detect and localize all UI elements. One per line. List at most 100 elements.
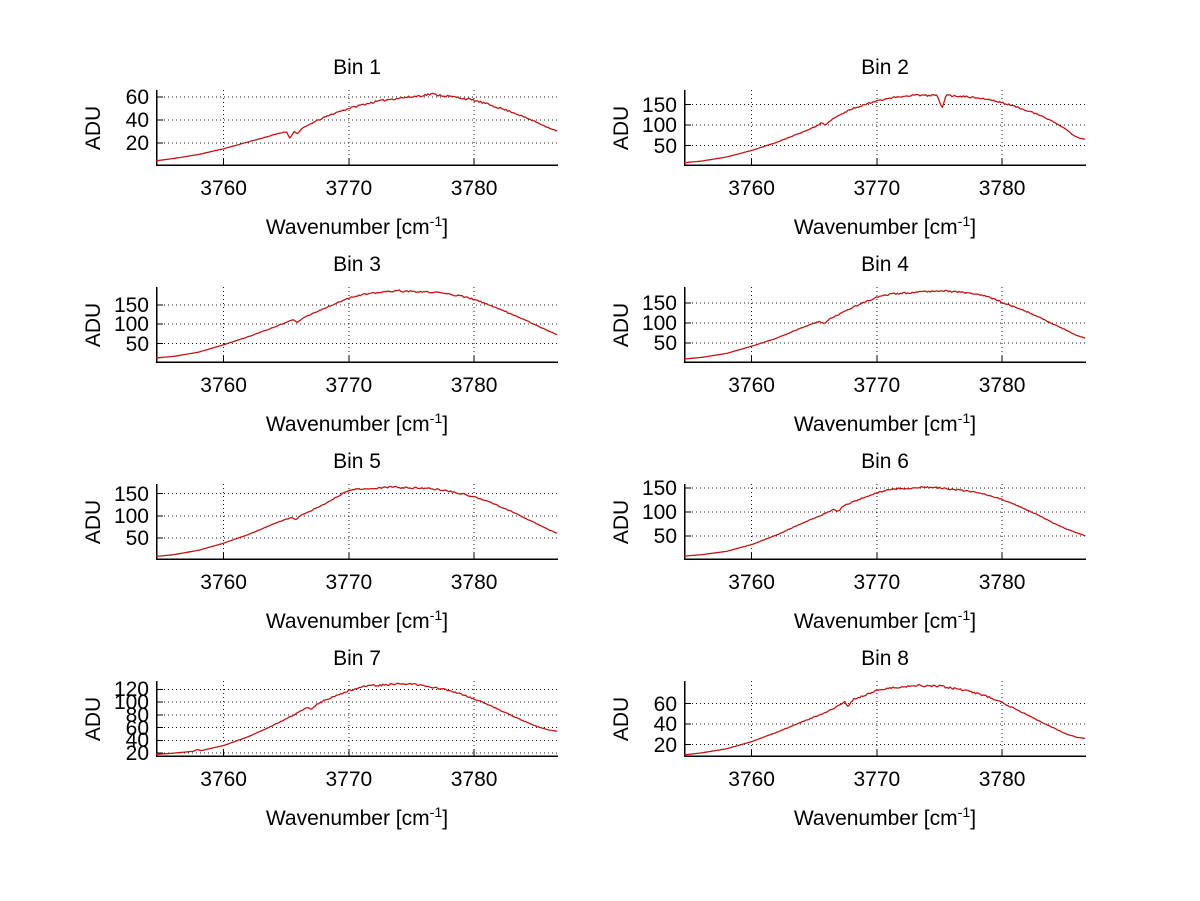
y-tick-label: 20: [125, 131, 149, 155]
subplot-bin-8: Bin 8 ADU 20 40 60 3760 3770 3780 Wavenumber…: [610, 647, 1086, 830]
x-tick-label: 3780: [978, 374, 1026, 397]
x-tick-label: 3780: [978, 571, 1026, 594]
y-tick-label: 20: [125, 742, 149, 766]
subplot-title: Bin 2: [861, 56, 909, 79]
y-tick-label: 50: [653, 332, 677, 355]
x-tick-labels: 3760 3770 3780: [156, 166, 558, 200]
x-axis-label-suffix: ]: [442, 216, 449, 239]
subplot-bin-3: Bin 3 ADU 50 100 150 3760 3770 3780 Wavenumb…: [82, 253, 558, 436]
x-axis-label-text: Wavenumber [cm: [793, 413, 958, 436]
x-axis-label-text: Wavenumber [cm: [265, 610, 430, 633]
x-tick-labels: 3760 3770 3780: [684, 363, 1086, 397]
y-tick-label: 40: [653, 713, 677, 737]
x-axis-label-suffix: ]: [442, 807, 449, 830]
x-tick-label: 3760: [200, 768, 247, 791]
x-axis-label: Wavenumber [cm-1]: [156, 604, 558, 634]
subplot-bin-1: Bin 1 ADU 20 40 60 3760 3770 3780 Wavenumber…: [82, 56, 558, 239]
x-tick-label: 3780: [450, 374, 498, 397]
x-axis-label-superscript: -1: [429, 214, 443, 230]
x-axis-label-text: Wavenumber [cm: [265, 216, 430, 239]
y-tick-label: 40: [125, 729, 149, 753]
y-tick-label: 100: [113, 313, 149, 337]
plot-area: [155, 484, 558, 560]
plot-area: [683, 90, 1086, 166]
x-axis-label-text: Wavenumber [cm: [793, 610, 958, 633]
x-axis-label: Wavenumber [cm-1]: [156, 210, 558, 240]
x-tick-label: 3770: [853, 374, 901, 397]
x-tick-label: 3770: [325, 374, 373, 397]
x-axis-label-superscript: -1: [957, 608, 971, 624]
y-tick-labels: 50 100 150: [593, 287, 677, 363]
x-axis-label-superscript: -1: [429, 805, 443, 821]
x-axis-label: Wavenumber [cm-1]: [156, 407, 558, 437]
x-tick-label: 3770: [853, 768, 901, 791]
x-axis-label-suffix: ]: [970, 610, 977, 633]
subplot-title: Bin 7: [333, 647, 381, 670]
y-tick-label: 150: [641, 292, 677, 315]
y-tick-label: 150: [641, 476, 677, 500]
x-axis-label-superscript: -1: [957, 411, 971, 427]
x-axis-label-superscript: -1: [429, 608, 443, 624]
x-tick-labels: 3760 3770 3780: [156, 757, 558, 791]
subplot-title: Bin 4: [861, 253, 909, 276]
plot-area: [683, 681, 1086, 757]
subplot-title: Bin 3: [333, 253, 381, 276]
x-tick-label: 3780: [450, 571, 498, 594]
y-tick-label: 150: [113, 482, 149, 506]
x-axis-label: Wavenumber [cm-1]: [156, 801, 558, 831]
plot-area: [683, 484, 1086, 560]
x-tick-label: 3780: [450, 768, 498, 791]
subplot-title: Bin 6: [861, 450, 909, 473]
x-axis-label-suffix: ]: [442, 610, 449, 633]
y-tick-label: 100: [641, 500, 677, 524]
x-axis-label: Wavenumber [cm-1]: [684, 407, 1086, 437]
y-tick-label: 100: [641, 312, 677, 335]
plot-area: [155, 287, 558, 363]
y-tick-label: 40: [125, 108, 149, 132]
x-tick-label: 3760: [728, 374, 775, 397]
y-tick-labels: 50 100 150: [65, 287, 149, 363]
x-axis-label-suffix: ]: [970, 413, 977, 436]
y-tick-label: 20: [653, 733, 677, 757]
y-tick-label: 120: [113, 678, 149, 702]
x-axis-label-superscript: -1: [957, 805, 971, 821]
x-axis-label-text: Wavenumber [cm: [793, 807, 958, 830]
x-tick-label: 3770: [325, 571, 373, 594]
y-tick-labels: 20 40 60: [65, 85, 149, 166]
x-tick-label: 3760: [728, 768, 775, 791]
x-tick-label: 3780: [978, 768, 1026, 791]
subplot-title: Bin 5: [333, 450, 381, 473]
y-tick-labels: 50 100 150: [65, 484, 149, 560]
y-tick-labels: 20 40 60 80 100 120: [65, 678, 149, 764]
x-tick-label: 3760: [728, 177, 775, 200]
x-tick-labels: 3760 3770 3780: [684, 166, 1086, 200]
y-tick-labels: 50 100 150: [593, 90, 677, 166]
x-axis-label-suffix: ]: [970, 807, 977, 830]
x-tick-label: 3770: [325, 768, 373, 791]
y-tick-label: 100: [641, 114, 677, 138]
x-tick-label: 3760: [728, 571, 775, 594]
y-tick-label: 50: [125, 526, 149, 550]
x-axis-label-suffix: ]: [442, 413, 449, 436]
plot-area: [683, 287, 1086, 363]
x-axis-label-text: Wavenumber [cm: [265, 807, 430, 830]
subplot-bin-7: Bin 7 ADU 20 40 60 80 100 120 3760 3770 3780 Wa…: [82, 647, 558, 830]
x-tick-label: 3770: [853, 177, 901, 200]
y-tick-label: 100: [113, 504, 149, 528]
y-tick-label: 50: [125, 332, 149, 356]
x-tick-labels: 3760 3770 3780: [684, 560, 1086, 594]
x-tick-label: 3780: [450, 177, 498, 200]
x-tick-label: 3780: [978, 177, 1026, 200]
x-tick-label: 3760: [200, 177, 247, 200]
y-tick-label: 50: [653, 524, 677, 548]
y-tick-label: 150: [641, 93, 677, 117]
x-axis-label-text: Wavenumber [cm: [265, 413, 430, 436]
x-tick-label: 3760: [200, 374, 247, 397]
y-tick-label: 60: [125, 85, 149, 109]
x-tick-labels: 3760 3770 3780: [156, 363, 558, 397]
x-tick-labels: 3760 3770 3780: [156, 560, 558, 594]
plot-area: [155, 681, 558, 757]
subplot-bin-6: Bin 6 ADU 50 100 150 3760 3770 3780 Wavenumb…: [610, 450, 1086, 633]
subplot-bin-4: Bin 4 ADU 50 100 150 3760 3770 3780 Wavenumb…: [610, 253, 1086, 436]
